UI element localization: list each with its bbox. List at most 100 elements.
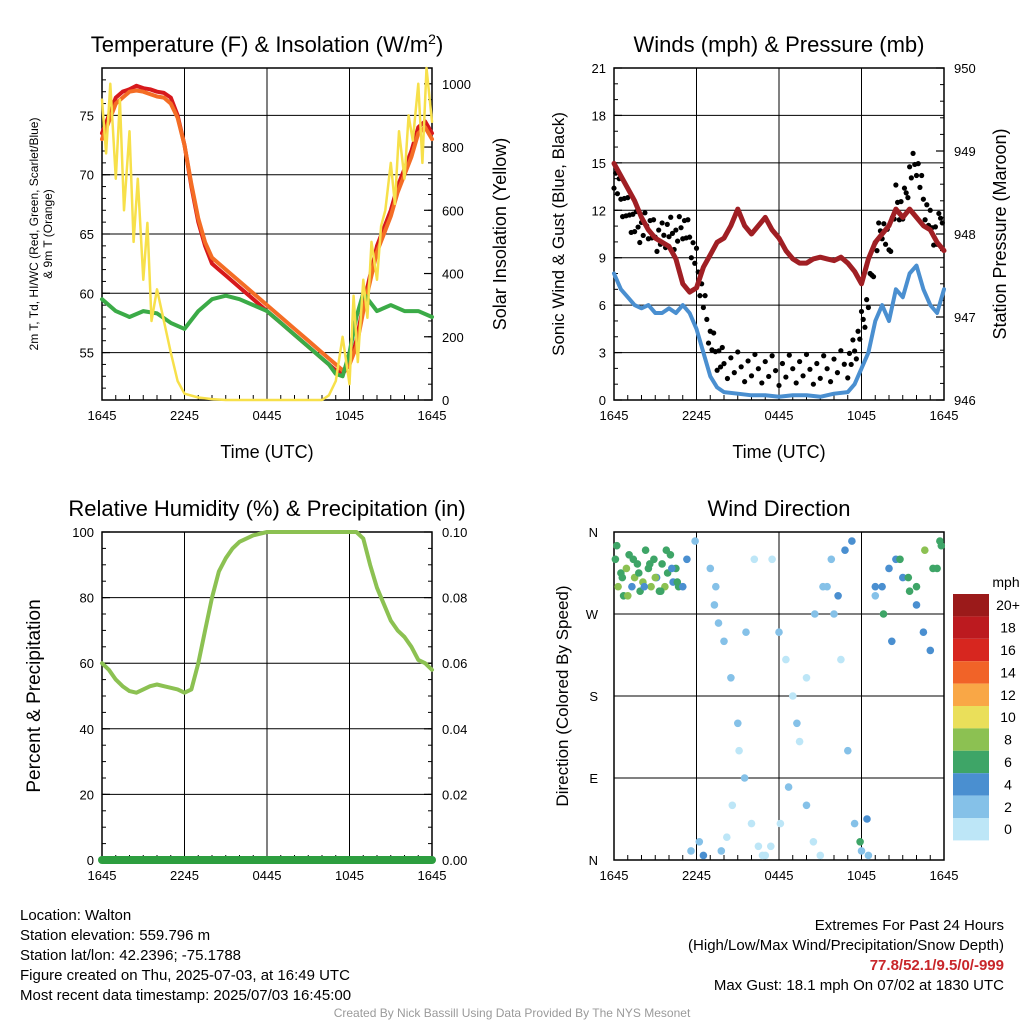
gust-point [937, 215, 944, 221]
legend-label: 10 [1000, 709, 1016, 725]
direction-point [750, 555, 759, 564]
direction-point [657, 587, 665, 595]
y-tick-label: 15 [592, 156, 606, 171]
x-tick-label: 1645 [930, 868, 959, 883]
recent-text: Most recent data timestamp: 2025/07/03 1… [20, 987, 352, 1004]
direction-point [712, 582, 720, 591]
x-axis-label: Time (UTC) [220, 442, 313, 462]
direction-point [879, 610, 888, 618]
gust-point [919, 172, 925, 179]
gust-point [853, 356, 859, 362]
direction-point [819, 582, 827, 591]
gust-point [920, 196, 926, 202]
direction-point [768, 555, 776, 564]
direction-point [841, 546, 849, 554]
gust-point [862, 324, 868, 330]
direction-point [679, 582, 687, 591]
extremes-title: Extremes For Past 24 Hours [814, 917, 1004, 934]
legend-swatch [953, 706, 989, 729]
chart-title: Winds (mph) & Pressure (mb) [634, 32, 925, 57]
direction-point [628, 582, 636, 591]
y-tick-label: 400 [442, 267, 464, 282]
legend-label: 6 [1004, 754, 1012, 770]
direction-point [871, 582, 880, 591]
gust-point [745, 358, 751, 364]
y-tick-label: 0.08 [442, 591, 467, 606]
gust-point [939, 220, 945, 226]
y-tick-label: 0.10 [442, 525, 467, 540]
gust-point [759, 380, 765, 386]
gust-point [881, 221, 887, 227]
gust-point [752, 351, 758, 358]
direction-point [613, 541, 621, 550]
gust-point [635, 224, 641, 230]
gust-point [692, 260, 698, 266]
gust-point [762, 358, 768, 365]
direction-point [706, 564, 715, 573]
gust-point [674, 238, 681, 244]
direction-point [728, 801, 737, 810]
gust-point [693, 245, 700, 251]
x-tick-label: 1645 [600, 408, 629, 423]
chart-title: Wind Direction [707, 496, 850, 521]
gust-point [831, 356, 837, 362]
gust-point [721, 361, 727, 367]
gust-point [656, 227, 662, 233]
direction-point [871, 592, 880, 600]
temp-2m-series [100, 83, 434, 376]
gust-point [922, 217, 928, 223]
y-axis-label: Direction (Colored By Speed) [553, 585, 572, 806]
direction-point [919, 628, 928, 636]
credit-line: Created By Nick Bassill Using Data Provi… [333, 1006, 691, 1020]
gust-point [821, 353, 827, 359]
legend-swatch [953, 683, 989, 706]
x-tick-label: 2245 [170, 408, 199, 423]
direction-point [629, 555, 638, 564]
direction-point [673, 578, 682, 586]
y-axis-label: Solar Insolation (Yellow) [490, 138, 510, 330]
direction-point [784, 783, 793, 791]
direction-point [622, 564, 631, 573]
gust-point [705, 340, 712, 346]
gust-point [766, 373, 772, 380]
x-tick-label: 1045 [847, 408, 876, 423]
y-tick-label: 6 [599, 298, 606, 313]
direction-point [699, 851, 708, 860]
legend-swatch [953, 594, 989, 617]
y-tick-label: 1000 [442, 77, 471, 92]
direction-point [864, 851, 873, 860]
direction-point [723, 833, 731, 841]
max-gust-text: Max Gust: 18.1 mph On 07/02 at 1830 UTC [713, 977, 1004, 994]
y-axis-label-line2: & 9m T (Orange) [41, 189, 55, 279]
gust-point [915, 161, 921, 167]
direction-point [795, 737, 804, 746]
direction-point [635, 569, 643, 577]
gust-point [814, 360, 820, 367]
direction-point [695, 838, 704, 846]
gust-point [817, 375, 823, 381]
gust-point [688, 255, 694, 261]
direction-point [720, 637, 728, 646]
insolation-series [100, 66, 434, 402]
gust-point [702, 293, 708, 299]
gust-point [893, 182, 899, 188]
gust-point [711, 330, 717, 336]
gust-point [846, 350, 853, 356]
gust-point [755, 366, 761, 372]
direction-point [811, 610, 819, 618]
direction-point [926, 646, 935, 655]
gust-point [772, 367, 779, 374]
y-tick-label: 3 [599, 346, 606, 361]
legend-label: 18 [1000, 620, 1016, 636]
y-tick-label: 0.02 [442, 787, 467, 802]
y-tick-label: S [589, 689, 598, 704]
location-text: Location: Walton [20, 907, 132, 924]
legend-label: 20+ [996, 597, 1020, 613]
direction-point [647, 582, 655, 591]
direction-point [776, 819, 785, 828]
direction-point [611, 555, 620, 564]
wind-direction-panel: 1645 2245 0445 1045 1645 Wind Direction N E S W N D… [553, 496, 958, 883]
gust-point [786, 352, 792, 358]
gust-point [850, 337, 856, 343]
y-tick-label: 75 [80, 108, 94, 123]
